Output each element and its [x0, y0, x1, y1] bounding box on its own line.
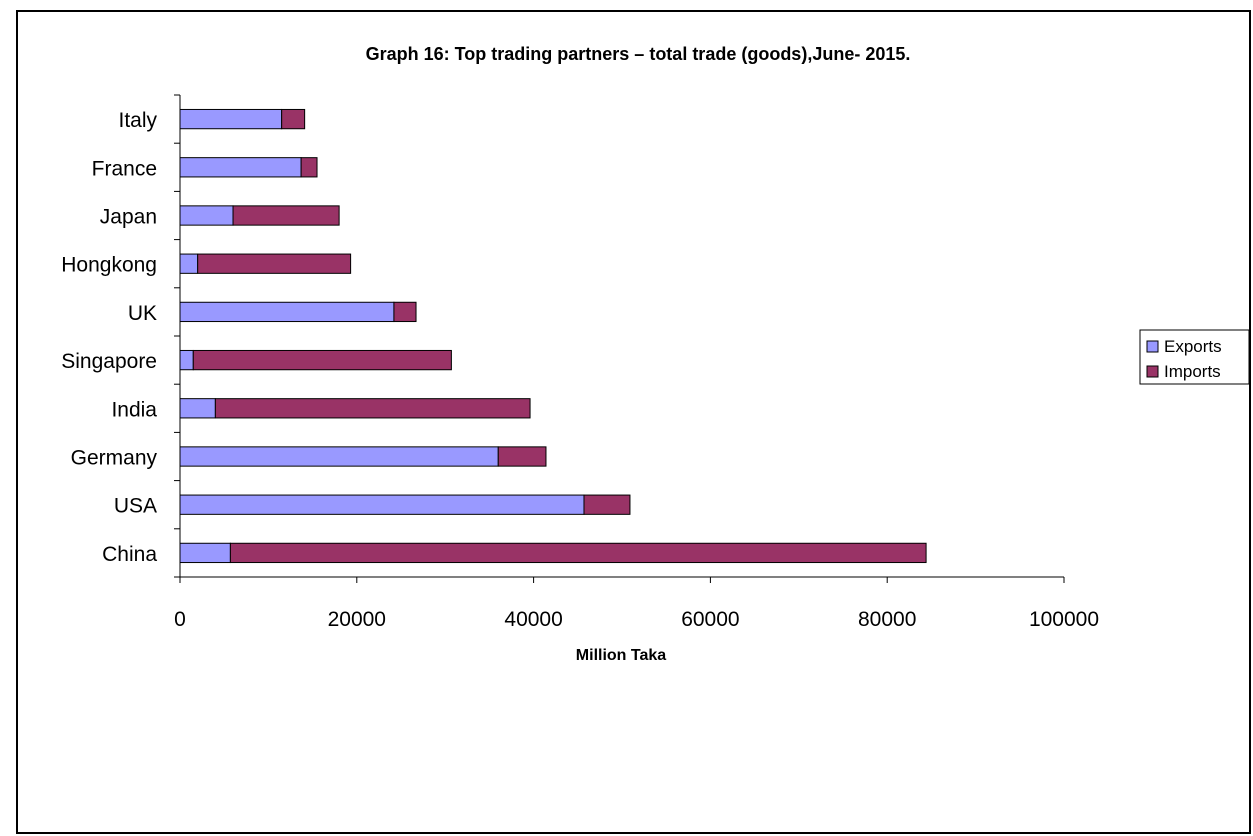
- bar-imports-italy: [281, 108, 306, 130]
- x-tick-label: 80000: [858, 608, 916, 631]
- bar-imports-china: [229, 542, 927, 564]
- bar-exports-japan: [179, 205, 234, 226]
- category-label: USA: [114, 495, 157, 518]
- bar-imports-france: [300, 157, 318, 178]
- bars-group: [179, 108, 927, 564]
- category-label: China: [102, 543, 157, 566]
- legend: Exports Imports: [1139, 329, 1249, 385]
- x-tick-label: 20000: [328, 608, 386, 631]
- category-label: Hongkong: [61, 254, 157, 277]
- legend-swatch-exports: [1146, 340, 1159, 353]
- category-label: Italy: [118, 109, 157, 132]
- category-label: UK: [128, 302, 157, 325]
- axes-group: [174, 94, 1065, 583]
- chart-title: Graph 16: Top trading partners – total t…: [366, 44, 911, 64]
- x-tick-label: 100000: [1029, 608, 1099, 631]
- bar-exports-france: [179, 157, 302, 178]
- category-labels: Italy France Japan Hongkong UK Singapore India…: [61, 109, 157, 566]
- bar-imports-hongkong: [197, 253, 352, 274]
- bar-exports-hongkong: [179, 253, 199, 274]
- x-axis-title: Million Taka: [576, 647, 666, 664]
- bar-imports-usa: [583, 494, 631, 515]
- x-tick-label: 40000: [504, 608, 562, 631]
- bar-imports-singapore: [192, 349, 452, 371]
- x-tick-label: 0: [174, 608, 186, 631]
- category-label: Singapore: [61, 350, 157, 373]
- bar-imports-japan: [232, 205, 340, 226]
- chart-frame: Graph 16: Top trading partners – total t…: [16, 10, 1251, 834]
- bar-exports-germany: [179, 446, 499, 467]
- category-label: France: [92, 157, 157, 180]
- bar-imports-germany: [497, 446, 547, 467]
- bar-exports-italy: [179, 108, 283, 130]
- bar-imports-uk: [393, 301, 417, 323]
- legend-label-imports: Imports: [1164, 362, 1221, 381]
- x-tick-label: 60000: [681, 608, 739, 631]
- legend-label-exports: Exports: [1164, 337, 1222, 356]
- chart: Graph 16: Top trading partners – total t…: [61, 44, 1249, 664]
- bar-exports-india: [179, 398, 216, 419]
- bar-exports-singapore: [179, 349, 194, 371]
- bar-imports-india: [214, 398, 531, 419]
- legend-swatch-imports: [1146, 365, 1159, 378]
- category-label: India: [111, 398, 157, 421]
- bar-exports-usa: [179, 494, 585, 515]
- bar-exports-china: [179, 542, 231, 564]
- category-label: Germany: [71, 447, 158, 470]
- x-tick-labels: 0 20000 40000 60000 80000 100000: [174, 608, 1099, 631]
- bar-exports-uk: [179, 301, 395, 323]
- category-label: Japan: [100, 206, 157, 229]
